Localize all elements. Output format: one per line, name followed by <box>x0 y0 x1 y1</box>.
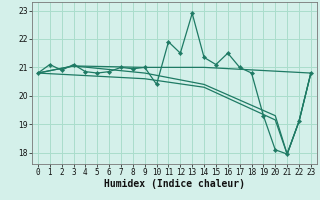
X-axis label: Humidex (Indice chaleur): Humidex (Indice chaleur) <box>104 179 245 189</box>
